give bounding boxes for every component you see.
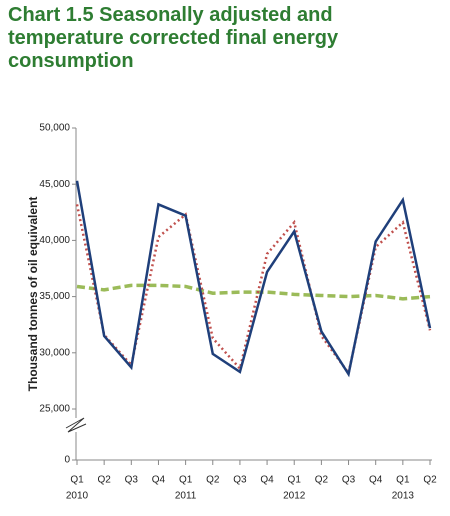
x-tick-label: Q2 (97, 475, 111, 486)
chart-title: Chart 1.5 Seasonally adjusted and temper… (8, 4, 339, 72)
y-tick-label: 25,000 (39, 404, 70, 415)
x-tick-label: Q1 (70, 475, 84, 486)
x-tick-label: Q2 (315, 475, 329, 486)
x-tick-label: Q4 (369, 475, 383, 486)
year-label: 2010 (66, 491, 89, 502)
series-line (75, 180, 432, 378)
y-tick-label: 50,000 (39, 123, 70, 134)
series-line (76, 283, 431, 301)
x-tick-label: Q4 (260, 475, 274, 486)
x-tick-label: Q3 (125, 475, 139, 486)
x-tick-label: Q1 (396, 475, 410, 486)
x-tick-label: Q1 (288, 475, 302, 486)
year-label: 2011 (175, 491, 197, 502)
x-tick-label: Q4 (152, 475, 166, 486)
year-label: 2013 (392, 491, 415, 502)
x-tick-label: Q2 (423, 475, 437, 486)
y-tick-label: 0 (64, 455, 70, 466)
y-tick-label: 40,000 (39, 235, 70, 246)
axis-break (65, 417, 87, 433)
y-tick-label: 30,000 (39, 347, 70, 358)
y-axis-label: Thousand tonnes of oil equivalent (26, 197, 40, 392)
y-tick-label: 45,000 (39, 179, 70, 190)
y-tick-label: 35,000 (39, 291, 70, 302)
x-tick-label: Q3 (342, 475, 356, 486)
x-tick-label: Q1 (179, 475, 193, 486)
series-line (75, 204, 432, 377)
x-tick-label: Q2 (206, 475, 220, 486)
year-label: 2012 (283, 491, 306, 502)
x-tick-label: Q3 (233, 475, 247, 486)
